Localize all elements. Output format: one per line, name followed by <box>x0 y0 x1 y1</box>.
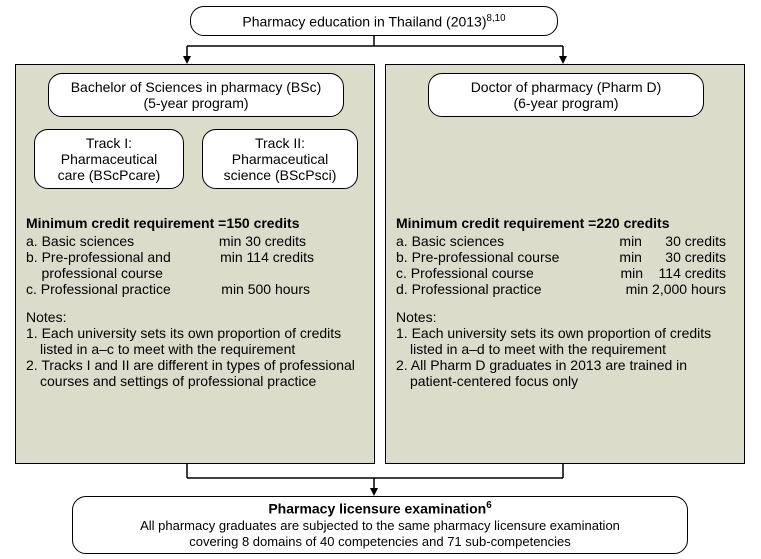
left-note: 1. Each university sets its own proporti… <box>26 325 366 357</box>
left-note: 2. Tracks I and II are different in type… <box>26 357 366 389</box>
left-requirements: Minimum credit requirement =150 credits … <box>26 215 366 389</box>
right-req-item: a. Basic sciences min 30 credits <box>396 233 736 249</box>
right-req-item: c. Professional course min 114 credits <box>396 265 736 281</box>
track1-box: Track I: Pharmaceutical care (BScPcare) <box>34 129 184 189</box>
left-req-item: b. Pre-professional and min 114 credits <box>26 249 366 265</box>
right-req-list: a. Basic sciences min 30 credits b. Pre-… <box>396 233 736 297</box>
req-value: min 30 credits <box>619 233 736 249</box>
right-panel: Doctor of pharmacy (Pharm D) (6-year pro… <box>385 64 745 464</box>
right-note: 1. Each university sets its own proporti… <box>396 325 736 357</box>
left-req-title: Minimum credit requirement =150 credits <box>26 215 366 231</box>
track2-line3: science (BScPsci) <box>224 167 337 183</box>
req-value: min 30 credits <box>619 249 736 265</box>
bottom-line3: covering 8 domains of 40 competencies an… <box>189 534 571 550</box>
right-note: 2. All Pharm D graduates in 2013 are tra… <box>396 357 736 389</box>
left-notes-title: Notes: <box>26 309 366 325</box>
right-header-line2: (6-year program) <box>513 95 618 111</box>
req-value: min 2,000 hours <box>626 281 736 297</box>
left-panel: Bachelor of Sciences in pharmacy (BSc) (… <box>15 64 375 464</box>
req-label: a. Basic sciences <box>26 233 134 249</box>
track1-line2: Pharmaceutical <box>61 151 158 167</box>
req-label: a. Basic sciences <box>396 233 504 249</box>
right-requirements: Minimum credit requirement =220 credits … <box>396 215 736 389</box>
bottom-box: Pharmacy licensure examination6 All phar… <box>72 496 688 554</box>
right-req-title: Minimum credit requirement =220 credits <box>396 215 736 231</box>
right-header-box: Doctor of pharmacy (Pharm D) (6-year pro… <box>428 73 704 117</box>
left-req-item: c. Professional practice min 500 hours <box>26 281 366 297</box>
req-value: min 500 hours <box>221 281 366 297</box>
right-req-item: d. Professional practice min 2,000 hours <box>396 281 736 297</box>
req-value: min 30 credits <box>219 233 366 249</box>
req-value: min 114 credits <box>220 249 366 265</box>
left-req-list: a. Basic sciences min 30 credits b. Pre-… <box>26 233 366 297</box>
req-value: min 114 credits <box>620 265 736 281</box>
right-header-line1: Doctor of pharmacy (Pharm D) <box>471 79 662 95</box>
track1-line1: Track I: <box>86 135 132 151</box>
left-req-item: professional course <box>26 265 366 281</box>
req-label: c. Professional practice <box>26 281 171 297</box>
right-notes-title: Notes: <box>396 309 736 325</box>
left-header-line1: Bachelor of Sciences in pharmacy (BSc) <box>71 79 322 95</box>
bottom-title: Pharmacy licensure examination6 <box>268 500 491 518</box>
req-label: c. Professional course <box>396 265 534 281</box>
req-label: b. Pre-professional and <box>26 249 171 265</box>
left-notes-list: 1. Each university sets its own proporti… <box>26 325 366 389</box>
track1-line3: care (BScPcare) <box>58 167 161 183</box>
track2-line1: Track II: <box>255 135 305 151</box>
left-header-box: Bachelor of Sciences in pharmacy (BSc) (… <box>48 73 344 117</box>
left-header-line2: (5-year program) <box>143 95 248 111</box>
req-label: b. Pre-professional course <box>396 249 559 265</box>
bottom-line2: All pharmacy graduates are subjected to … <box>140 518 620 534</box>
right-req-item: b. Pre-professional course min 30 credit… <box>396 249 736 265</box>
left-req-item: a. Basic sciences min 30 credits <box>26 233 366 249</box>
bottom-title-sup: 6 <box>486 500 491 511</box>
req-label: d. Professional practice <box>396 281 542 297</box>
req-label: professional course <box>26 265 163 281</box>
track2-box: Track II: Pharmaceutical science (BScPsc… <box>202 129 358 189</box>
bottom-title-label: Pharmacy licensure examination <box>268 500 486 516</box>
track2-line2: Pharmaceutical <box>232 151 329 167</box>
right-notes-list: 1. Each university sets its own proporti… <box>396 325 736 389</box>
